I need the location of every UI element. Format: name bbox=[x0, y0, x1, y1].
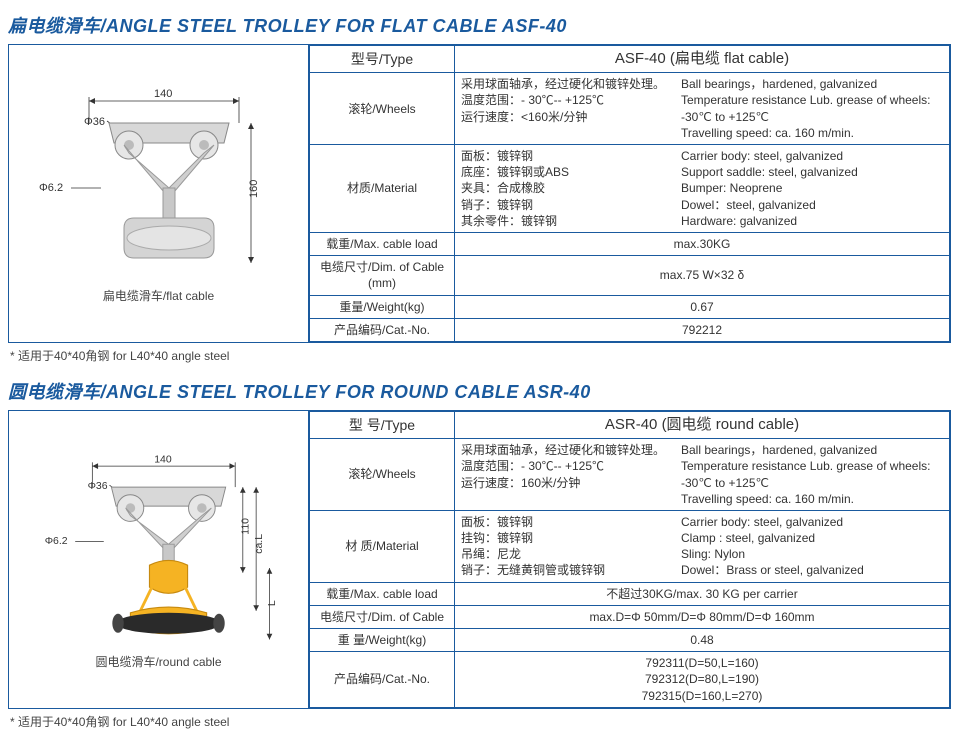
dim-height: 160 bbox=[248, 180, 260, 198]
s1-weight-value: 0.67 bbox=[455, 295, 950, 318]
section1-footnote: * 适用于40*40角钢 for L40*40 angle steel bbox=[10, 347, 951, 364]
s1-weight-label: 重量/Weight(kg) bbox=[310, 295, 455, 318]
s2-wheels-value: 采用球面轴承，经过硬化和镀锌处理。 温度范围：- 30℃-- +125℃ 运行速… bbox=[455, 439, 950, 511]
dim2-110: 110 bbox=[240, 518, 251, 535]
s2-wheels-label: 滚轮/Wheels bbox=[310, 439, 455, 511]
section1-block: 140 Φ36 Φ6.2 160 bbox=[8, 44, 951, 343]
s1-wheels-label: 滚轮/Wheels bbox=[310, 73, 455, 145]
round-trolley-body-icon bbox=[111, 487, 225, 634]
section1-title: 扁电缆滑车/ANGLE STEEL TROLLEY FOR FLAT CABLE… bbox=[8, 12, 951, 38]
s2-material-label: 材 质/Material bbox=[310, 510, 455, 582]
s2-type-value: ASR-40 (圆电缆 round cable) bbox=[455, 411, 950, 438]
dim2-cal: ca.L bbox=[253, 534, 264, 554]
s2-material-en: Carrier body: steel, galvanized Clamp : … bbox=[681, 514, 943, 579]
dim2-phi36: Φ36 bbox=[87, 481, 107, 492]
s2-dim-label: 电缆尺寸/Dim. of Cable bbox=[310, 605, 455, 628]
s1-cat-label: 产品编码/Cat.-No. bbox=[310, 318, 455, 341]
s2-type-label: 型 号/Type bbox=[310, 411, 455, 438]
s1-material-cn: 面板：镀锌钢 底座：镀锌钢或ABS 夹具：合成橡胶 销子：镀锌钢 其余零件：镀锌… bbox=[461, 148, 681, 229]
dim2-width: 140 bbox=[154, 454, 172, 465]
s1-material-en: Carrier body: steel, galvanized Support … bbox=[681, 148, 943, 229]
s1-wheels-value: 采用球面轴承，经过硬化和镀锌处理。 温度范围：- 30℃-- +125℃ 运行速… bbox=[455, 73, 950, 145]
section2-diagram-caption: 圆电缆滑车/round cable bbox=[95, 653, 221, 670]
s1-cat-value: 792212 bbox=[455, 318, 950, 341]
s1-load-value: max.30KG bbox=[455, 232, 950, 255]
s1-type-value: ASF-40 (扁电缆 flat cable) bbox=[455, 46, 950, 73]
s2-material-value: 面板：镀锌钢 挂钩：镀锌钢 吊绳：尼龙 销子：无缝黄铜管或镀锌钢 Carrier… bbox=[455, 510, 950, 582]
section2-table: 型 号/Type ASR-40 (圆电缆 round cable) 滚轮/Whe… bbox=[309, 411, 950, 708]
s2-wheels-cn: 采用球面轴承，经过硬化和镀锌处理。 温度范围：- 30℃-- +125℃ 运行速… bbox=[461, 442, 681, 507]
s1-load-label: 载重/Max. cable load bbox=[310, 232, 455, 255]
dim-width: 140 bbox=[154, 88, 172, 100]
s2-load-value: 不超过30KG/max. 30 KG per carrier bbox=[455, 582, 950, 605]
dim-phi36: Φ36 bbox=[84, 116, 105, 128]
s1-dim-label: 电缆尺寸/Dim. of Cable (mm) bbox=[310, 256, 455, 295]
section1-table: 型号/Type ASF-40 (扁电缆 flat cable) 滚轮/Wheel… bbox=[309, 45, 950, 342]
section1-diagram-caption: 扁电缆滑车/flat cable bbox=[103, 287, 214, 304]
section2-diagram-cell: 140 Φ36 Φ6.2 110 ca.L L bbox=[9, 411, 309, 708]
flat-trolley-diagram: 140 Φ36 Φ6.2 160 bbox=[29, 83, 289, 283]
section2-block: 140 Φ36 Φ6.2 110 ca.L L bbox=[8, 410, 951, 709]
s1-wheels-en: Ball bearings，hardened, galvanized Tempe… bbox=[681, 76, 943, 141]
s1-wheels-cn: 采用球面轴承，经过硬化和镀锌处理。 温度范围：- 30℃-- +125℃ 运行速… bbox=[461, 76, 681, 141]
section2-footnote: * 适用于40*40角钢 for L40*40 angle steel bbox=[10, 713, 951, 730]
trolley-body-icon bbox=[109, 123, 229, 258]
s1-dim-value: max.75 W×32 δ bbox=[455, 256, 950, 295]
section2-title: 圆电缆滑车/ANGLE STEEL TROLLEY FOR ROUND CABL… bbox=[8, 378, 951, 404]
dim2-l: L bbox=[267, 600, 278, 606]
s1-type-label: 型号/Type bbox=[310, 46, 455, 73]
s2-load-label: 载重/Max. cable load bbox=[310, 582, 455, 605]
s2-weight-label: 重 量/Weight(kg) bbox=[310, 629, 455, 652]
round-trolley-diagram: 140 Φ36 Φ6.2 110 ca.L L bbox=[29, 449, 289, 649]
s2-material-cn: 面板：镀锌钢 挂钩：镀锌钢 吊绳：尼龙 销子：无缝黄铜管或镀锌钢 bbox=[461, 514, 681, 579]
s2-weight-value: 0.48 bbox=[455, 629, 950, 652]
s2-dim-value: max.D=Φ 50mm/D=Φ 80mm/D=Φ 160mm bbox=[455, 605, 950, 628]
s2-cat-label: 产品编码/Cat.-No. bbox=[310, 652, 455, 708]
s1-material-label: 材质/Material bbox=[310, 145, 455, 233]
dim-phi62: Φ6.2 bbox=[39, 182, 63, 194]
s2-cat-value: 792311(D=50,L=160) 792312(D=80,L=190) 79… bbox=[455, 652, 950, 708]
section1-diagram-cell: 140 Φ36 Φ6.2 160 bbox=[9, 45, 309, 342]
s2-wheels-en: Ball bearings，hardened, galvanized Tempe… bbox=[681, 442, 943, 507]
s1-material-value: 面板：镀锌钢 底座：镀锌钢或ABS 夹具：合成橡胶 销子：镀锌钢 其余零件：镀锌… bbox=[455, 145, 950, 233]
dim2-phi62: Φ6.2 bbox=[44, 536, 67, 547]
